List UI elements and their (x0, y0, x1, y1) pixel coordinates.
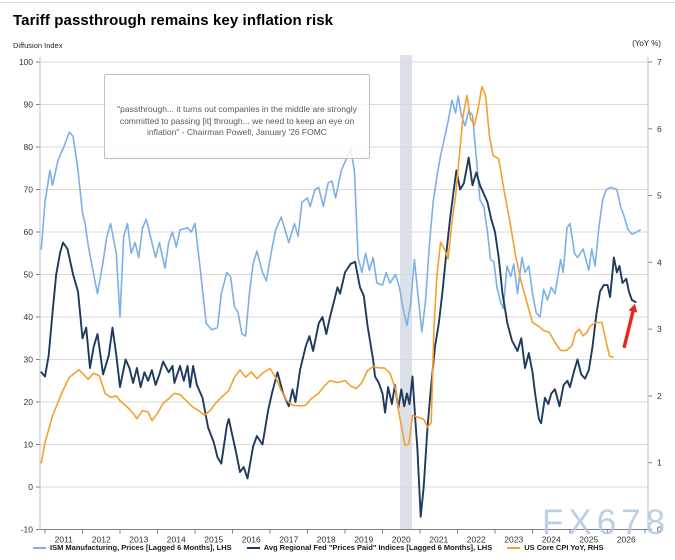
legend-label-fed: Avg Regional Fed "Prices Paid" Indices [… (263, 543, 493, 552)
right-axis-tick-label: 3 (657, 324, 662, 334)
red-arrow-shaft (622, 309, 636, 349)
left-axis-tick-label: 90 (24, 100, 34, 110)
x-axis-year-label: 2026 (617, 535, 636, 545)
left-axis-tick-label: 30 (24, 355, 34, 365)
right-axis-tick-label: 5 (657, 191, 662, 201)
x-axis-year-label: 2018 (317, 535, 336, 545)
chart-legend: ISM Manufacturing, Prices [Lagged 6 Mont… (33, 543, 663, 552)
x-axis-year-label: 2022 (467, 535, 486, 545)
legend-item-ism: ISM Manufacturing, Prices [Lagged 6 Mont… (33, 543, 232, 552)
right-axis-tick-label: 0 (657, 525, 662, 535)
ism-line-swatch-icon (33, 546, 46, 549)
x-axis-year-label: 2014 (167, 535, 186, 545)
right-axis-tick-label: 6 (657, 124, 662, 134)
left-axis-tick-label: 100 (19, 57, 33, 67)
x-axis-year-label: 2012 (92, 535, 111, 545)
x-axis-year-label: 2025 (579, 535, 598, 545)
ism-prices-line (40, 95, 641, 337)
right-axis-tick-label: 7 (657, 57, 662, 67)
left-axis-unit-label: Diffusion Index (13, 41, 63, 50)
legend-item-cpi: US Core CPI YoY, RHS (507, 543, 604, 552)
fed-prices-paid-line (40, 156, 637, 518)
left-axis-tick-label: 40 (24, 312, 34, 322)
recession-band (400, 55, 413, 530)
left-axis-tick-label: 20 (24, 397, 34, 407)
x-axis-year-label: 2021 (429, 535, 448, 545)
left-axis-tick-label: 10 (24, 440, 34, 450)
fed-line-swatch-icon (246, 546, 260, 549)
x-axis-year-label: 2013 (129, 535, 148, 545)
legend-item-fed: Avg Regional Fed "Prices Paid" Indices [… (246, 543, 493, 552)
legend-label-cpi: US Core CPI YoY, RHS (524, 543, 604, 552)
x-axis-year-label: 2011 (55, 535, 74, 545)
page-title: Tariff passthrough remains key inflation… (13, 12, 334, 29)
legend-label-ism: ISM Manufacturing, Prices [Lagged 6 Mont… (50, 543, 232, 552)
right-axis-unit-label: (YoY %) (632, 39, 661, 48)
left-axis-tick-label: 80 (24, 142, 34, 152)
left-axis-tick-label: 70 (24, 185, 34, 195)
x-axis-year-label: 2016 (242, 535, 261, 545)
powell-quote-box: "passthrough... it turns out companies i… (104, 74, 370, 159)
left-axis-tick-label: -10 (21, 525, 34, 535)
top-divider (0, 2, 675, 3)
x-axis-year-label: 2017 (279, 535, 298, 545)
left-axis-tick-label: 50 (24, 270, 34, 280)
x-axis-year-label: 2020 (392, 535, 411, 545)
left-axis-tick-label: 0 (28, 482, 33, 492)
x-axis-year-label: 2023 (504, 535, 523, 545)
powell-quote-text: "passthrough... it turns out companies i… (117, 104, 357, 137)
right-axis-tick-label: 1 (657, 458, 662, 468)
watermark: FX678 (542, 503, 670, 542)
red-arrow-head-icon (628, 303, 638, 313)
x-axis-year-label: 2024 (542, 535, 561, 545)
core-cpi-line (40, 85, 614, 464)
left-axis-tick-label: 60 (24, 227, 34, 237)
x-axis-year-label: 2015 (204, 535, 223, 545)
right-axis-tick-label: 4 (657, 257, 662, 267)
cpi-line-swatch-icon (507, 546, 521, 549)
x-axis-year-label: 2019 (354, 535, 373, 545)
right-axis-tick-label: 2 (657, 391, 662, 401)
